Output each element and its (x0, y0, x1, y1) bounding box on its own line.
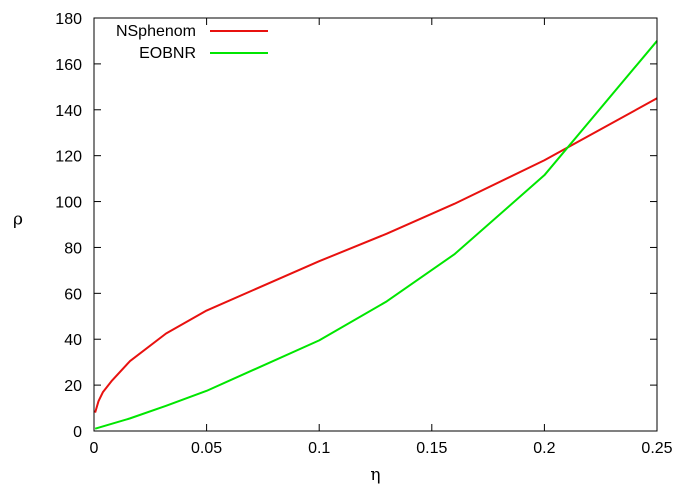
y-tick-label: 80 (64, 240, 82, 257)
y-tick-label: 20 (64, 378, 82, 395)
x-tick-label: 0 (90, 440, 99, 457)
x-axis-label: η (370, 465, 380, 485)
y-tick-label: 100 (55, 195, 82, 212)
x-tick-label: 0.25 (641, 440, 672, 457)
series-line-eobnr (94, 40, 658, 430)
x-tick-label: 0.1 (308, 440, 330, 457)
y-tick-label: 40 (64, 332, 82, 349)
ticks-layer: 0 0.05 0.1 0.15 0.2 0.25 0 20 40 60 80 100 120 140 160… (55, 11, 672, 457)
legend: NSphenom EOBNR (116, 23, 268, 62)
y-axis-label: ρ (13, 210, 23, 230)
x-tick-label: 0.15 (416, 440, 447, 457)
y-tick-label: 160 (55, 57, 82, 74)
y-tick-label: 0 (73, 424, 82, 441)
legend-label-nsphenom: NSphenom (116, 23, 196, 40)
legend-label-eobnr: EOBNR (139, 45, 196, 62)
series-layer (94, 40, 658, 430)
y-tick-label: 140 (55, 103, 82, 120)
y-tick-label: 180 (55, 11, 82, 28)
series-line-nsphenom (94, 97, 658, 413)
x-tick-label: 0.2 (533, 440, 555, 457)
y-tick-label: 60 (64, 286, 82, 303)
y-tick-label: 120 (55, 149, 82, 166)
plot-frame (93, 17, 658, 432)
x-tick-label: 0.05 (191, 440, 222, 457)
